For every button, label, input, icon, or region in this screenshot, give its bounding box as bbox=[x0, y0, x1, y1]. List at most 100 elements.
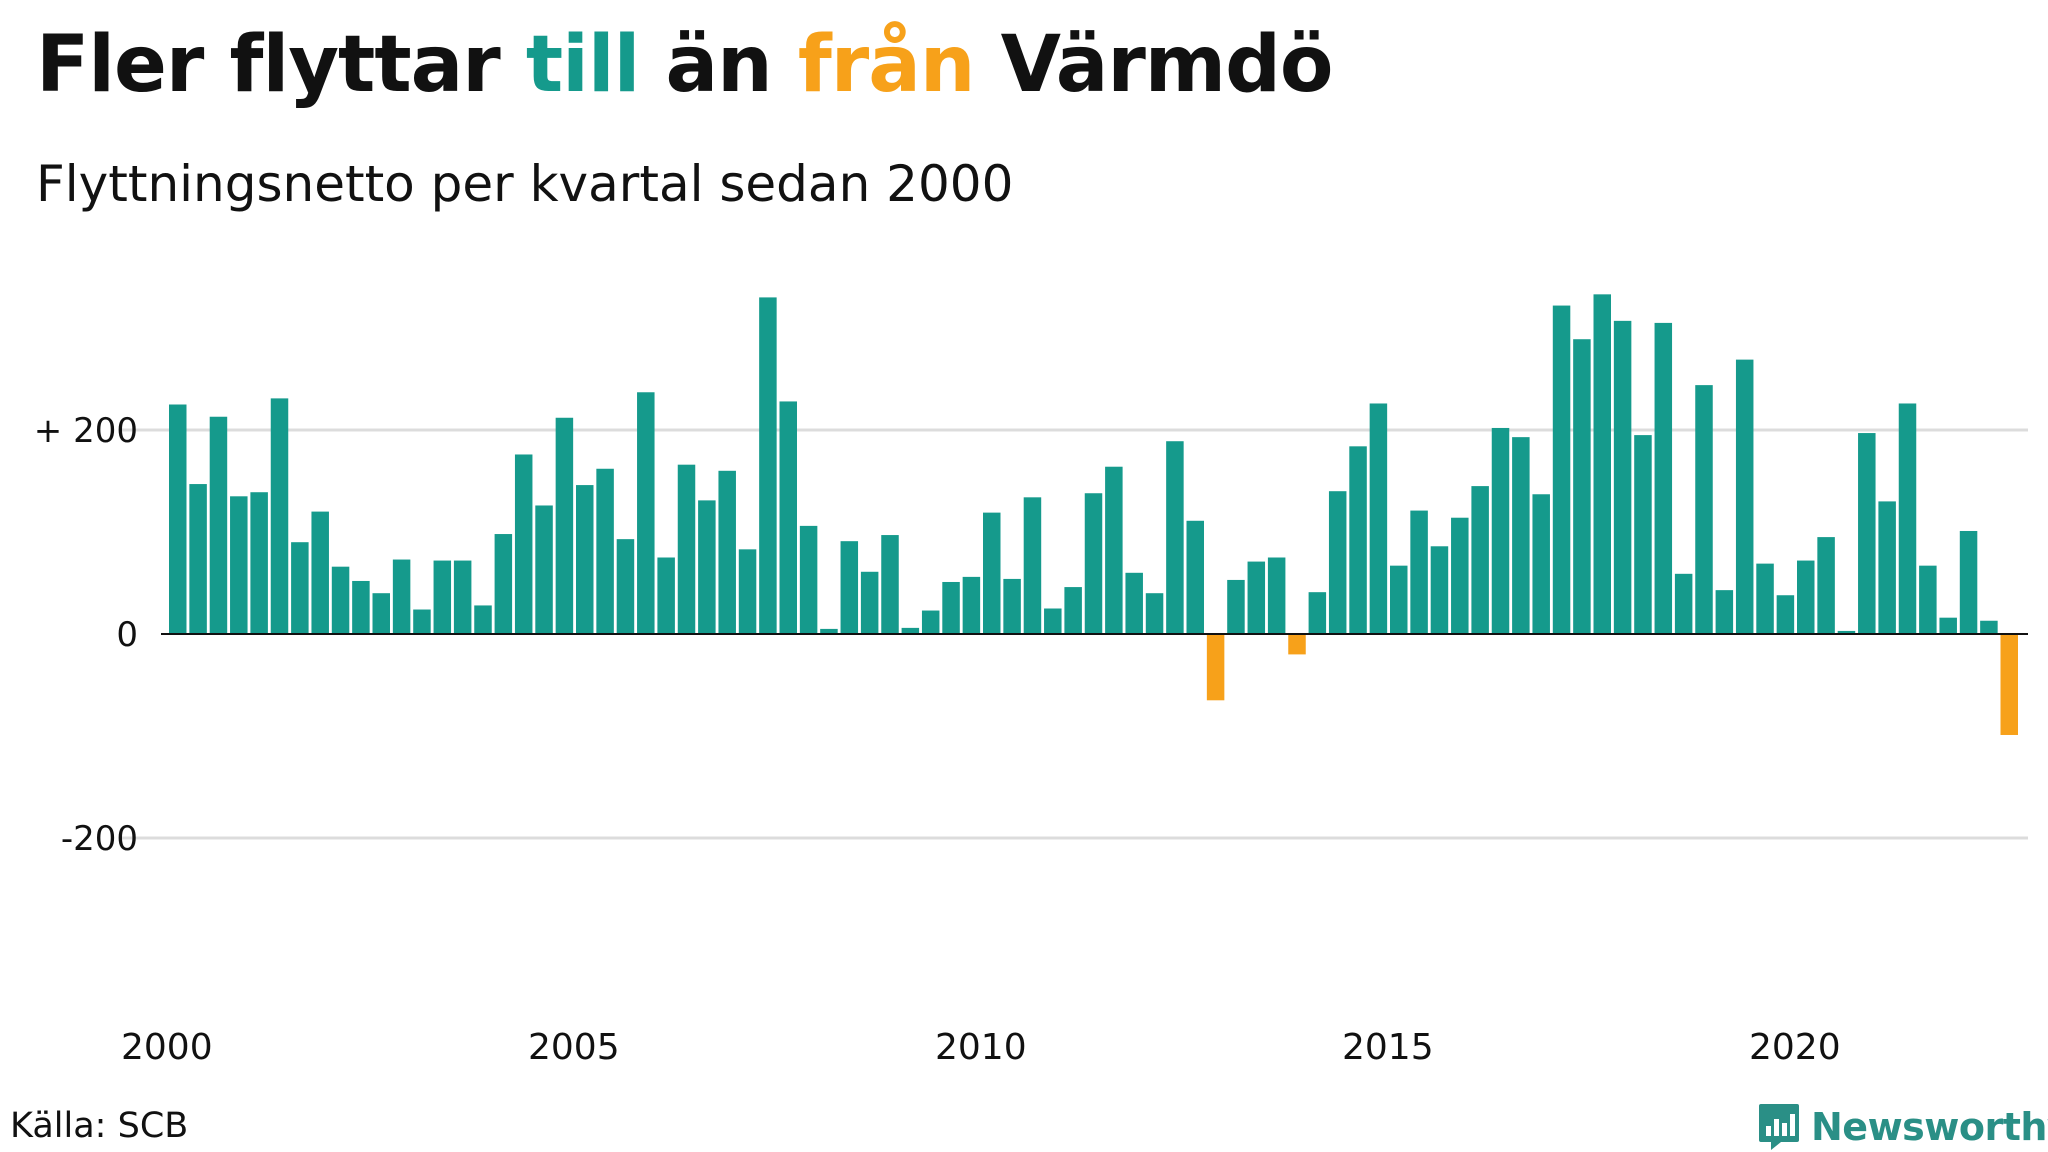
bar-positive bbox=[1390, 565, 1408, 634]
bar-positive bbox=[514, 454, 533, 634]
bar-positive bbox=[311, 511, 329, 634]
bar-positive bbox=[1471, 486, 1489, 634]
bar-positive bbox=[1023, 497, 1042, 634]
bar-positive bbox=[1105, 466, 1123, 634]
bar-positive bbox=[1797, 560, 1815, 634]
bar-positive bbox=[962, 576, 981, 634]
bar-positive bbox=[1512, 437, 1530, 634]
bar-positive bbox=[1369, 403, 1388, 634]
y-tick-label: -200 bbox=[61, 819, 138, 859]
bar-positive bbox=[1695, 385, 1713, 634]
bar-negative bbox=[2000, 634, 2018, 735]
source-note: Källa: SCB bbox=[10, 1106, 189, 1146]
bar-positive bbox=[1715, 590, 1734, 634]
bars bbox=[169, 294, 2018, 735]
y-tick-label: + 200 bbox=[34, 411, 138, 451]
bar-positive bbox=[1898, 403, 1917, 634]
title-part: än bbox=[639, 20, 798, 110]
bar-positive bbox=[677, 464, 696, 634]
bar-positive bbox=[698, 500, 716, 634]
bar-positive bbox=[331, 566, 350, 634]
bar-positive bbox=[352, 580, 370, 634]
bar-positive bbox=[270, 398, 289, 634]
bar-positive bbox=[1654, 322, 1673, 634]
bar-positive bbox=[779, 401, 797, 634]
bar-positive bbox=[1186, 520, 1204, 634]
x-tick-label: 2010 bbox=[935, 1027, 1027, 1068]
bar-positive bbox=[921, 610, 940, 634]
bar-positive bbox=[983, 512, 1001, 634]
bar-positive bbox=[494, 534, 513, 634]
bar-positive bbox=[1817, 537, 1835, 634]
bar-positive bbox=[1308, 592, 1327, 634]
bar-positive bbox=[169, 404, 187, 634]
bar-positive bbox=[1959, 530, 1978, 634]
bar-positive bbox=[881, 535, 899, 634]
bar-positive bbox=[1552, 305, 1571, 634]
bar-positive bbox=[860, 571, 879, 634]
bar-positive bbox=[433, 560, 452, 634]
bar-positive bbox=[799, 525, 818, 634]
bar-positive bbox=[1166, 441, 1184, 634]
chart-subtitle: Flyttningsnetto per kvartal sedan 2000 bbox=[36, 155, 1014, 213]
brand-logo: Newsworthy bbox=[1757, 1102, 2048, 1152]
bar-positive bbox=[576, 485, 594, 634]
bar-positive bbox=[392, 559, 411, 634]
bar-positive bbox=[1593, 294, 1611, 634]
bar-positive bbox=[1756, 563, 1774, 634]
bar-positive bbox=[1573, 339, 1591, 634]
bar-positive bbox=[1858, 433, 1876, 634]
bar-positive bbox=[1125, 572, 1143, 634]
bar-positive bbox=[250, 492, 268, 634]
bar-positive bbox=[657, 557, 675, 634]
bar-positive bbox=[738, 549, 757, 634]
bar-positive bbox=[1247, 561, 1266, 634]
bar-positive bbox=[1003, 578, 1021, 634]
bar-positive bbox=[1919, 565, 1937, 634]
bar-positive bbox=[413, 609, 431, 634]
x-tick-label: 2000 bbox=[121, 1027, 213, 1068]
bar-positive bbox=[1634, 435, 1652, 634]
bar-positive bbox=[1674, 573, 1693, 634]
bar-positive bbox=[1227, 579, 1245, 634]
bar-positive bbox=[453, 560, 472, 634]
bar-positive bbox=[759, 297, 777, 634]
bar-positive bbox=[820, 628, 838, 634]
bar-positive bbox=[1084, 493, 1103, 634]
bar-positive bbox=[942, 581, 960, 634]
bar-positive bbox=[718, 470, 736, 634]
bar-negative bbox=[1288, 634, 1306, 655]
bar-positive bbox=[1776, 595, 1795, 634]
bar-positive bbox=[555, 417, 574, 634]
bar-positive bbox=[1145, 593, 1164, 634]
bar-positive bbox=[1980, 620, 1998, 634]
bar-positive bbox=[474, 605, 492, 634]
bar-positive bbox=[1267, 557, 1286, 634]
title-part: Värmdö bbox=[974, 20, 1334, 110]
bar-positive bbox=[1349, 446, 1367, 634]
chart-title: Fler flyttar till än från Värmdö bbox=[36, 20, 1334, 110]
y-axis-labels: + 200 0 -200 bbox=[34, 411, 138, 859]
bar-positive bbox=[372, 593, 390, 634]
bar-positive bbox=[1532, 494, 1550, 634]
bar-positive bbox=[1064, 587, 1082, 634]
newsworthy-logo-icon bbox=[1759, 1104, 1799, 1150]
bar-positive bbox=[1491, 427, 1510, 634]
bar-positive bbox=[840, 541, 859, 634]
bar-positive bbox=[535, 505, 553, 634]
y-tick-label: 0 bbox=[116, 615, 138, 655]
x-axis-labels: 2000 2005 2010 2015 2020 bbox=[121, 1027, 1841, 1068]
bar-positive bbox=[1735, 359, 1754, 634]
bar-positive bbox=[1837, 630, 1856, 634]
title-part: till bbox=[525, 20, 640, 110]
bar-positive bbox=[1613, 320, 1632, 634]
bar-positive bbox=[1328, 491, 1347, 634]
bar-positive bbox=[1410, 510, 1428, 634]
title-part: Fler flyttar bbox=[36, 20, 526, 110]
bar-positive bbox=[596, 468, 614, 634]
bar-positive bbox=[1044, 608, 1062, 634]
bar-negative bbox=[1206, 634, 1225, 701]
bar-positive bbox=[1878, 501, 1896, 634]
title-part: från bbox=[797, 20, 976, 110]
